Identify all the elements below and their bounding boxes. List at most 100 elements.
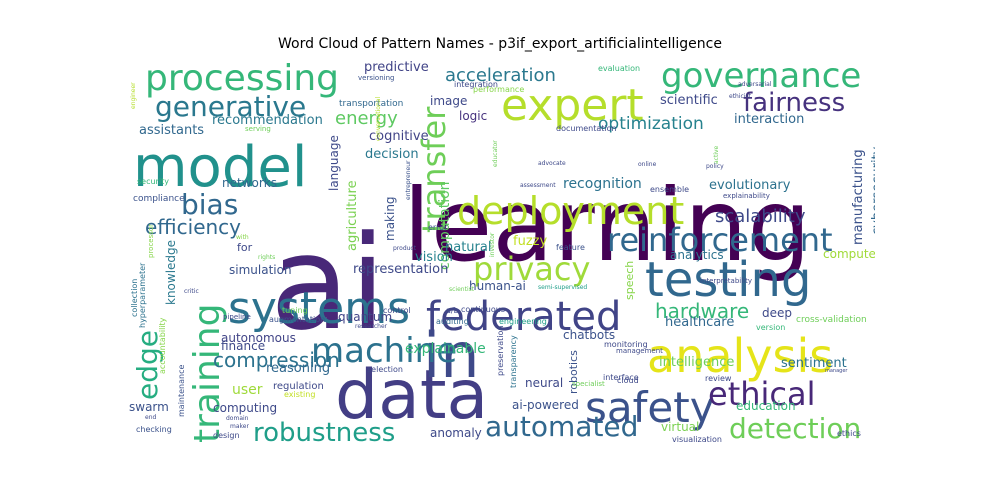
cloud-word-governance: governance (661, 60, 861, 96)
cloud-word-deployment: deployment (457, 189, 684, 233)
cloud-word-compression: compression (213, 348, 340, 372)
cloud-word-logic: logic (459, 109, 487, 123)
cloud-word-hardware: hardware (655, 299, 749, 323)
cloud-word-compliance: compliance (133, 194, 185, 204)
cloud-word-regulation: regulation (273, 381, 324, 392)
cloud-word-efficiency: efficiency (145, 215, 241, 239)
cloud-word-human-ai: human-ai (469, 279, 526, 293)
cloud-word-decision: decision (365, 147, 419, 162)
cloud-word-natural: natural (445, 240, 491, 255)
cloud-word-online: online (638, 161, 657, 168)
cloud-word-ethicist: ethicist (729, 93, 752, 100)
cloud-word-making: making (383, 196, 397, 241)
cloud-word-rights: rights (258, 254, 275, 261)
cloud-word-scientific: scientific (660, 93, 718, 108)
cloud-word-interpretability: interpretability (700, 277, 752, 285)
cloud-word-pipeline: pipeline (223, 313, 251, 321)
cloud-word-intelligence: intelligence (659, 355, 734, 370)
cloud-word-auditing: auditing (436, 317, 469, 326)
cloud-word-versioning: versioning (358, 74, 394, 82)
cloud-word-assistants: assistants (139, 123, 204, 138)
cloud-word-ai-powered: ai-powered (512, 398, 579, 412)
cloud-word-ethical: ethical (708, 375, 816, 413)
cloud-word-continuous: continuous (461, 305, 505, 314)
cloud-word-healthcare: healthcare (665, 315, 734, 330)
cloud-word-representation: representation (353, 262, 448, 277)
cloud-word-recommendation: recommendation (212, 113, 323, 128)
cloud-word-transfer: transfer (415, 106, 453, 233)
cloud-word-optimization: optimization (598, 114, 704, 134)
cloud-word-learning: learning (403, 167, 811, 284)
cloud-word-design: design (213, 431, 240, 440)
cloud-word-in: in (423, 319, 480, 392)
cloud-word-image: image (430, 94, 467, 108)
cloud-word-cybersecurity: cybersecurity (870, 146, 875, 235)
cloud-word-policy: policy (706, 163, 724, 170)
cloud-word-energy: energy (335, 108, 398, 129)
cloud-word-serving: serving (245, 125, 271, 133)
cloud-word-active: active (713, 145, 720, 164)
cloud-word-version: version (756, 323, 785, 332)
cloud-word-error: error (428, 223, 448, 232)
cloud-word-bias: bias (181, 188, 238, 221)
cloud-word-virtual: virtual (661, 420, 699, 434)
cloud-word-reinforcement: reinforcement (607, 221, 833, 259)
cloud-word-augmentation: augmentation (269, 315, 325, 324)
cloud-word-explainable: explainable (405, 341, 486, 357)
cloud-word-swarm: swarm (129, 400, 169, 414)
cloud-word-model: model (133, 135, 307, 200)
cloud-word-computing: computing (213, 401, 277, 415)
cloud-word-tuning: tuning (282, 306, 308, 315)
cloud-word-acceleration: acceleration (445, 65, 556, 86)
cloud-word-with: with (236, 234, 249, 241)
cloud-word-entrepreneur: entrepreneur (405, 160, 412, 200)
cloud-word-automated: automated (485, 410, 638, 443)
cloud-word-privacy: privacy (473, 250, 590, 288)
cloud-word-maker: maker (230, 423, 249, 430)
cloud-word-interaction: interaction (734, 112, 804, 127)
cloud-word-testing: testing (645, 252, 811, 308)
cloud-word-evaluation: evaluation (598, 64, 640, 73)
cloud-word-cross-validation: cross-validation (796, 315, 867, 325)
cloud-word-detection: detection (729, 412, 861, 445)
cloud-word-ethics: ethics (837, 429, 861, 438)
cloud-word-a-b: a/b (446, 306, 459, 315)
chart-title: Word Cloud of Pattern Names - p3if_expor… (278, 36, 722, 52)
cloud-word-chatbots: chatbots (563, 328, 615, 342)
cloud-word-reasoning: reasoning (266, 361, 330, 376)
cloud-word-conversational: conversational (375, 97, 382, 141)
cloud-word-collection: collection (130, 279, 139, 317)
cloud-word-deep: deep (762, 306, 792, 320)
cloud-word-domain: domain (226, 415, 249, 422)
cloud-word-scientist: scientist (449, 286, 475, 293)
cloud-word-assessment: assessment (520, 182, 556, 189)
cloud-word-preservation: preservation (496, 326, 505, 376)
cloud-word-monitoring: monitoring (604, 340, 648, 349)
cloud-word-computer: computer (823, 247, 875, 261)
cloud-word-checking: checking (136, 425, 172, 434)
cloud-word-training: training (187, 304, 228, 443)
cloud-word-robotics: robotics (567, 350, 580, 394)
cloud-word-advocate: advocate (538, 160, 566, 167)
cloud-word-recognition: recognition (563, 176, 642, 192)
cloud-word-systems: systems (228, 283, 410, 334)
cloud-word-predictive: predictive (364, 60, 429, 75)
cloud-word-analytics: analytics (670, 248, 724, 262)
cloud-word-analysis: analysis (647, 329, 833, 383)
cloud-word-integration: integration (454, 80, 498, 89)
cloud-word-critic: critic (184, 288, 199, 295)
cloud-word-manager: manager (825, 368, 848, 374)
cloud-word-speech: speech (623, 261, 636, 300)
cloud-word-engineer: engineer (130, 82, 137, 109)
cloud-word-robustness: robustness (253, 418, 395, 448)
cloud-word-engineering: engineering (499, 317, 547, 326)
cloud-word-user: user (232, 382, 263, 398)
cloud-word-fairness: fairness (743, 88, 845, 118)
cloud-word-networks: networks (222, 176, 277, 190)
cloud-word-transparency: transparency (509, 335, 518, 388)
cloud-word-fuzzy: fuzzy (513, 234, 547, 249)
cloud-word-cloud: cloud (617, 376, 639, 385)
cloud-word-anomaly: anomaly (430, 426, 482, 440)
